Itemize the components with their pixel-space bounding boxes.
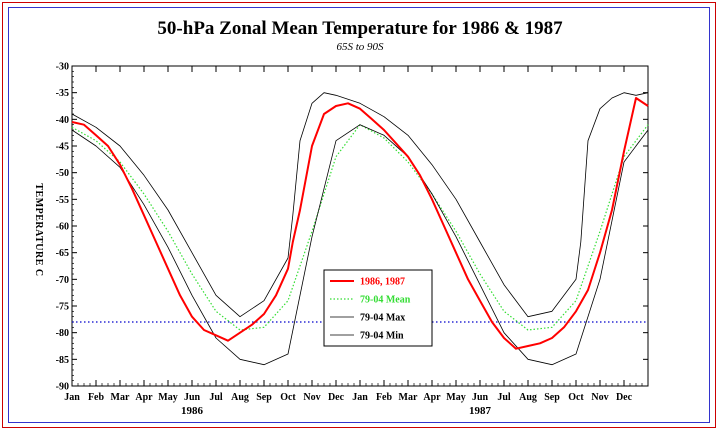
y-tick-label: -75: [56, 302, 69, 313]
y-tick-label: -45: [56, 142, 69, 153]
x-tick-label: Aug: [231, 392, 249, 403]
x-tick-label: Aug: [519, 392, 537, 403]
y-tick-label: -85: [56, 355, 69, 366]
x-tick-label: Nov: [303, 392, 320, 403]
x-tick-label: Jan: [352, 392, 368, 403]
x-tick-label: Nov: [591, 392, 608, 403]
inner-frame: [8, 7, 710, 423]
x-tick-label: May: [158, 392, 177, 403]
y-axis-label: TEMPERATURE C: [33, 183, 44, 276]
outer-frame: [2, 2, 716, 428]
x-tick-label: Oct: [568, 392, 584, 403]
y-tick-label: -60: [56, 222, 69, 233]
x-tick-label: Mar: [111, 392, 130, 403]
y-tick-label: -40: [56, 115, 69, 126]
legend: 1986, 1987 79-04 Mean 79-04 Max 79-04 Min: [323, 269, 433, 347]
y-tick-label: -55: [56, 195, 69, 206]
x-tick-label: Jun: [184, 392, 201, 403]
x-tick-label: Jul: [209, 392, 223, 403]
x-tick-label: Feb: [376, 392, 393, 403]
x-tick-label: Sep: [544, 392, 560, 403]
legend-label: 79-04 Max: [360, 313, 405, 324]
x-tick-label: Sep: [256, 392, 272, 403]
x-tick-label: Apr: [423, 392, 441, 403]
legend-box: [323, 269, 433, 347]
legend-label: 79-04 Mean: [360, 295, 411, 306]
x-tick-label: Mar: [399, 392, 418, 403]
series-line-0: [71, 97, 649, 350]
y-tick-label: -70: [56, 275, 69, 286]
series-line-2: [71, 92, 649, 318]
y-tick-label: -50: [56, 168, 69, 179]
x-tick-label: Dec: [616, 392, 633, 403]
legend-label: 79-04 Min: [360, 331, 404, 342]
x-tick-label: May: [446, 392, 465, 403]
x-tick-label: Jan: [64, 392, 80, 403]
plot-area: -30-35-40-45-50-55-60-65-70-75-80-85-90J…: [56, 62, 649, 417]
y-tick-label: -90: [56, 382, 69, 393]
x-tick-label: Oct: [280, 392, 296, 403]
y-tick-label: -80: [56, 328, 69, 339]
y-tick-label: -30: [56, 62, 69, 73]
x-tick-label: Dec: [328, 392, 345, 403]
legend-label: 1986, 1987: [360, 277, 405, 288]
year-label: 1987: [469, 405, 492, 417]
series-line-3: [71, 124, 649, 366]
x-tick-label: Jul: [497, 392, 511, 403]
year-label: 1986: [181, 405, 204, 417]
chart-subtitle: 65S to 90S: [336, 41, 384, 53]
chart-title: 50-hPa Zonal Mean Temperature for 1986 &…: [157, 18, 563, 39]
x-tick-label: Apr: [135, 392, 153, 403]
y-tick-label: -65: [56, 248, 69, 259]
x-tick-label: Feb: [88, 392, 105, 403]
y-tick-label: -35: [56, 88, 69, 99]
x-tick-label: Jun: [472, 392, 489, 403]
